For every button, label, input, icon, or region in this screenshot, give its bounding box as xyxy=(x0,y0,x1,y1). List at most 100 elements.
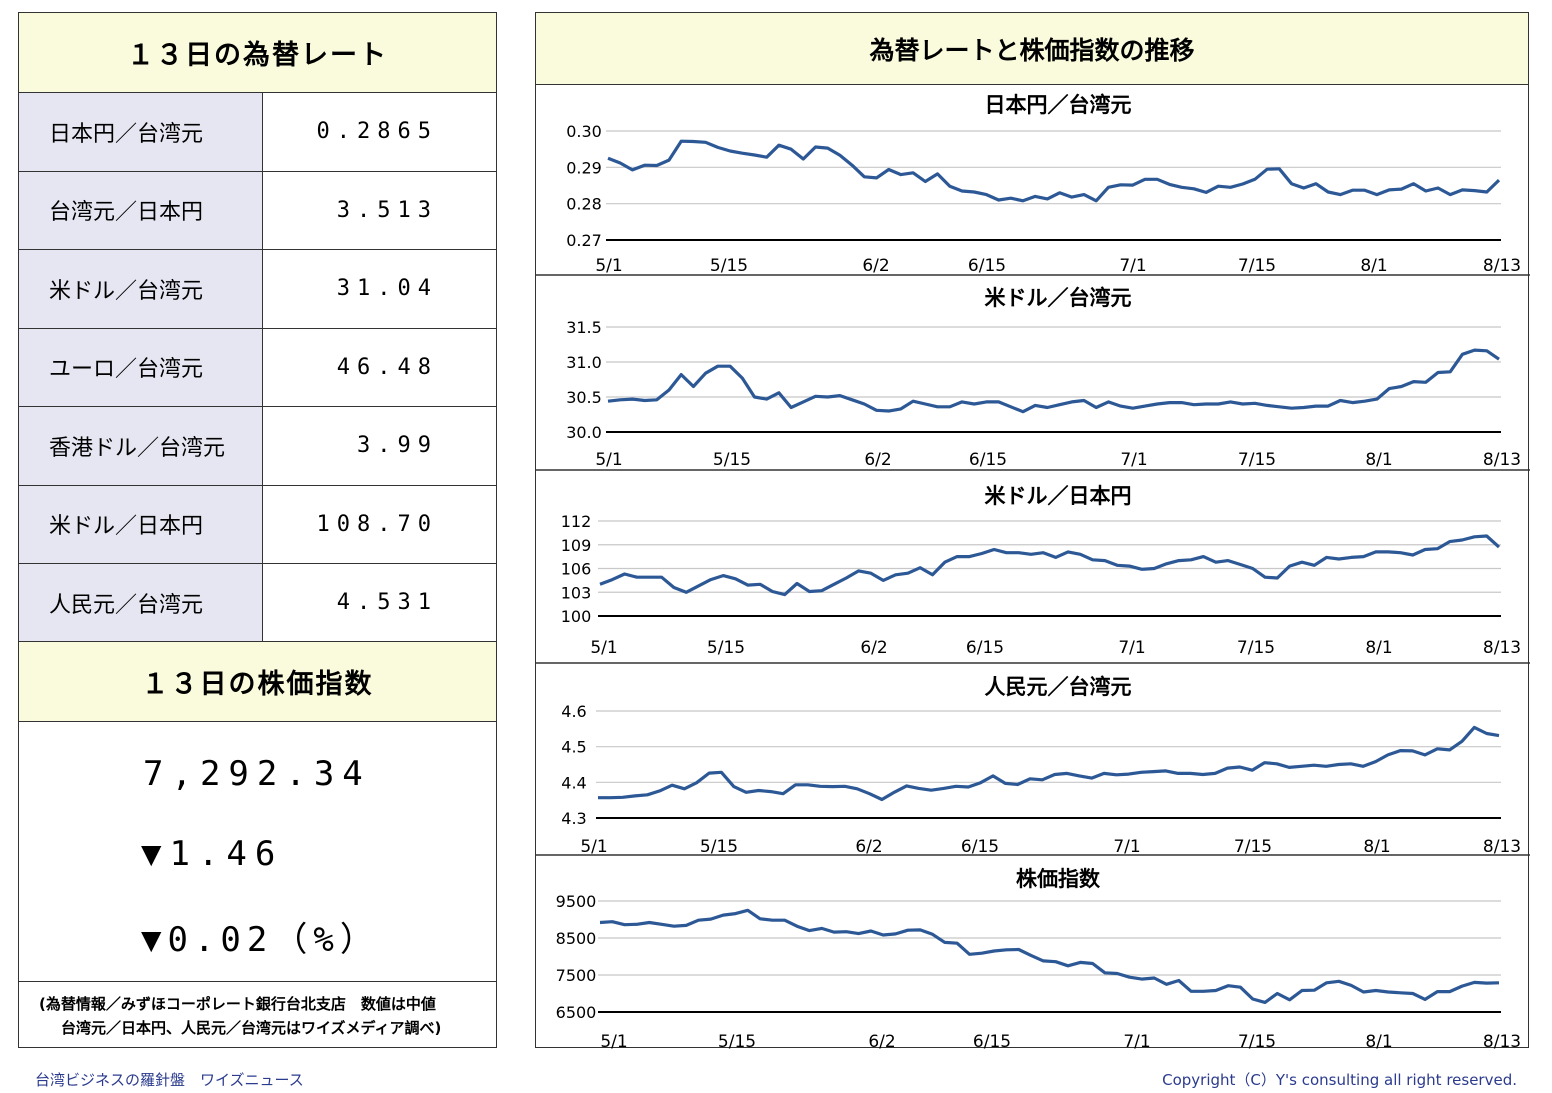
rate-row: 日本円／台湾元 0.2865 xyxy=(19,92,496,171)
x-tick-label: 7/15 xyxy=(1237,638,1275,658)
source-note-line1: (為替情報／みずほコーポレート銀行台北支店 数値は中値 xyxy=(39,995,436,1013)
y-tick-label: 30.5 xyxy=(566,388,602,407)
source-note: (為替情報／みずほコーポレート銀行台北支店 数値は中値 台湾元／日本円、人民元／… xyxy=(19,981,496,1047)
x-tick-label: 8/1 xyxy=(1365,638,1392,658)
series-line xyxy=(598,725,1500,802)
x-tick-label: 5/15 xyxy=(710,256,748,276)
y-tick-label: 4.6 xyxy=(561,702,586,721)
y-tick-label: 100 xyxy=(561,607,592,626)
y-tick-label: 112 xyxy=(561,512,592,531)
left-panel: １３日の為替レート 日本円／台湾元 0.2865 台湾元／日本円 3.513 米ドル／台… xyxy=(18,12,497,1048)
y-tick-label: 31.5 xyxy=(566,318,602,337)
chart-title: 人民元／台湾元 xyxy=(985,675,1132,699)
rate-value: 3.513 xyxy=(336,197,438,223)
rate-row: 人民元／台湾元 4.531 xyxy=(19,563,496,642)
x-tick-label: 6/2 xyxy=(868,1032,895,1049)
stock-change-percent: ▼0.02（%） xyxy=(141,920,380,960)
stock-change: ▼1.46 xyxy=(141,834,284,874)
x-tick-label: 7/15 xyxy=(1238,256,1276,276)
y-tick-label: 0.29 xyxy=(566,158,602,177)
x-tick-label: 5/1 xyxy=(595,450,622,470)
rate-label: 日本円／台湾元 xyxy=(19,93,263,171)
y-tick-label: 30.0 xyxy=(566,423,602,442)
x-tick-label: 6/15 xyxy=(969,450,1007,470)
x-tick-label: 7/1 xyxy=(1118,638,1145,658)
x-tick-label: 7/1 xyxy=(1113,837,1140,857)
rate-label: 香港ドル／台湾元 xyxy=(19,407,263,485)
x-tick-label: 8/1 xyxy=(1360,256,1387,276)
footer-copyright: Copyright（C）Y's consulting all right res… xyxy=(1162,1071,1517,1089)
x-tick-label: 5/1 xyxy=(600,1032,627,1049)
y-tick-label: 109 xyxy=(561,536,592,555)
chart-title: 米ドル／日本円 xyxy=(985,484,1132,508)
x-tick-label: 8/13 xyxy=(1483,638,1521,658)
x-tick-label: 5/15 xyxy=(707,638,745,658)
y-tick-label: 4.5 xyxy=(561,738,586,757)
series-line xyxy=(607,348,1500,414)
rate-value: 4.531 xyxy=(336,590,438,616)
x-tick-label: 8/13 xyxy=(1483,256,1521,276)
rate-row: 台湾元／日本円 3.513 xyxy=(19,170,496,249)
series-line xyxy=(599,534,1501,597)
x-tick-label: 8/13 xyxy=(1483,837,1521,857)
x-tick-label: 6/15 xyxy=(968,256,1006,276)
y-tick-label: 0.28 xyxy=(566,195,602,214)
chart-title: 日本円／台湾元 xyxy=(985,93,1132,117)
source-note-line2: 台湾元／日本円、人民元／台湾元はワイズメディア調べ) xyxy=(61,1019,442,1037)
rate-row: 香港ドル／台湾元 3.99 xyxy=(19,406,496,485)
stock-box: 7,292.34 ▼1.46 ▼0.02（%） xyxy=(19,721,496,982)
rate-label: 米ドル／台湾元 xyxy=(19,250,263,328)
x-tick-label: 8/1 xyxy=(1365,1032,1392,1049)
x-tick-label: 6/2 xyxy=(860,638,887,658)
x-tick-label: 5/15 xyxy=(713,450,751,470)
x-tick-label: 5/1 xyxy=(590,638,617,658)
chart-title: 株価指数 xyxy=(1016,867,1101,891)
x-tick-label: 7/1 xyxy=(1120,450,1147,470)
rates-table: 日本円／台湾元 0.2865 台湾元／日本円 3.513 米ドル／台湾元 31.04 ユーロ… xyxy=(19,92,496,642)
charts-svg: 日本円／台湾元 0.30 0.29 0.28 0.27 5/1 5/15 6/2 6/15 7/1… xyxy=(536,93,1530,1049)
y-tick-label: 0.27 xyxy=(566,231,602,250)
x-tick-label: 5/1 xyxy=(595,256,622,276)
x-tick-label: 7/1 xyxy=(1123,1032,1150,1049)
x-tick-label: 5/1 xyxy=(580,837,607,857)
rate-label: 米ドル／日本円 xyxy=(19,485,263,563)
y-tick-label: 6500 xyxy=(556,1003,597,1022)
rate-row: 米ドル／台湾元 31.04 xyxy=(19,249,496,328)
footer-brand: 台湾ビジネスの羅針盤 ワイズニュース xyxy=(35,1071,304,1089)
y-tick-label: 4.3 xyxy=(561,809,586,828)
series-line xyxy=(607,139,1501,203)
x-tick-label: 8/1 xyxy=(1363,837,1390,857)
x-tick-label: 6/2 xyxy=(855,837,882,857)
series-line xyxy=(599,908,1500,1005)
x-tick-label: 6/2 xyxy=(862,256,889,276)
x-tick-label: 7/1 xyxy=(1119,256,1146,276)
x-tick-label: 8/13 xyxy=(1483,1032,1521,1049)
y-tick-label: 106 xyxy=(561,560,592,579)
rate-row: 米ドル／日本円 108.70 xyxy=(19,484,496,563)
x-tick-label: 6/15 xyxy=(973,1032,1011,1049)
right-panel: 為替レートと株価指数の推移 日本円／台湾元 0.30 0.29 0.28 0.27 5/1… xyxy=(535,12,1530,1049)
y-tick-label: 8500 xyxy=(556,929,597,948)
rate-label: ユーロ／台湾元 xyxy=(19,328,263,406)
x-tick-label: 7/15 xyxy=(1238,450,1276,470)
x-tick-label: 6/2 xyxy=(864,450,891,470)
x-tick-label: 8/1 xyxy=(1365,450,1392,470)
x-tick-label: 6/15 xyxy=(961,837,999,857)
y-tick-label: 0.30 xyxy=(566,122,602,141)
y-tick-label: 103 xyxy=(561,583,592,602)
y-tick-label: 9500 xyxy=(556,892,597,911)
x-tick-label: 7/15 xyxy=(1234,837,1272,857)
rate-value: 3.99 xyxy=(357,433,438,459)
stock-index-value: 7,292.34 xyxy=(143,754,371,794)
rate-value: 0.2865 xyxy=(316,119,438,145)
x-tick-label: 8/13 xyxy=(1483,450,1521,470)
rate-value: 31.04 xyxy=(336,276,438,302)
rate-row: ユーロ／台湾元 46.48 xyxy=(19,327,496,406)
chart-title: 米ドル／台湾元 xyxy=(985,286,1132,310)
x-tick-label: 6/15 xyxy=(966,638,1004,658)
x-tick-label: 5/15 xyxy=(718,1032,756,1049)
x-tick-label: 5/15 xyxy=(700,837,738,857)
y-tick-label: 7500 xyxy=(556,966,597,985)
y-tick-label: 4.4 xyxy=(561,773,586,792)
stock-header: １３日の株価指数 xyxy=(19,641,496,721)
